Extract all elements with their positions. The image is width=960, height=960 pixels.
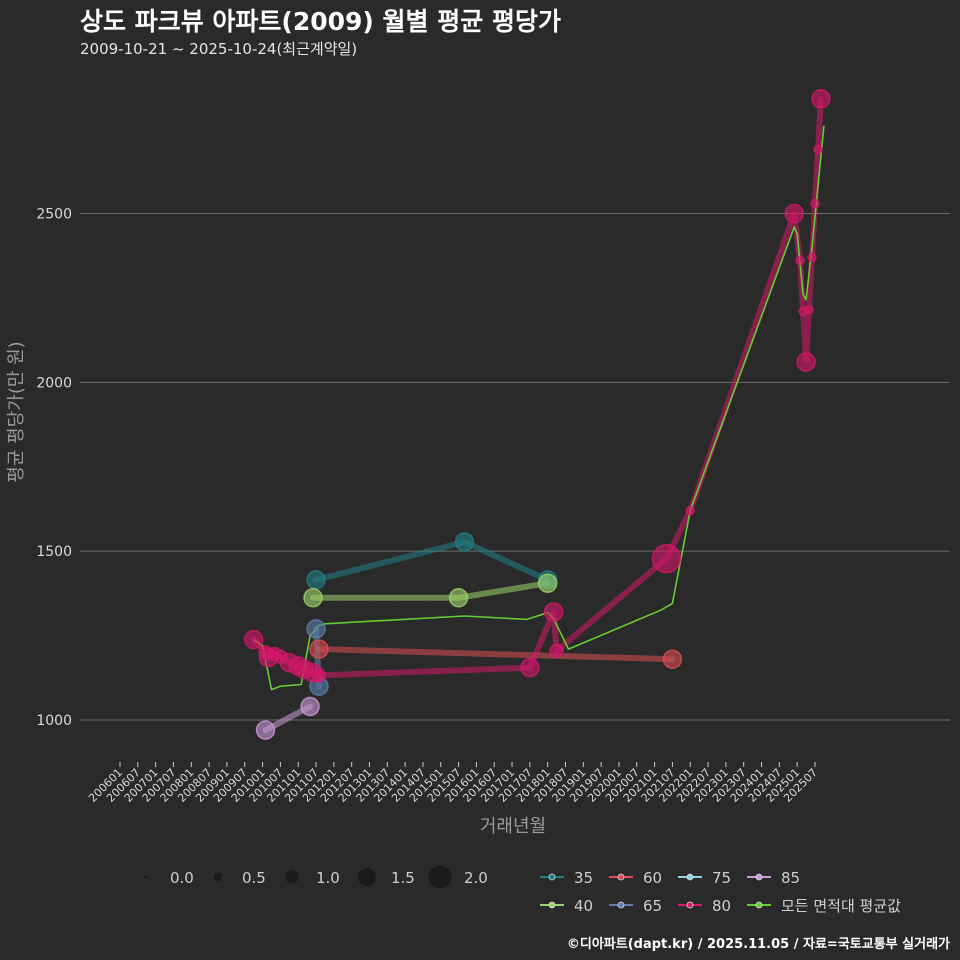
- data-point-80: [813, 144, 823, 155]
- series-line-35: [313, 538, 551, 583]
- color-legend: 35 60 75 85 40 65 80 모든 면적대 평균값: [540, 869, 901, 915]
- data-point-80: [807, 252, 817, 263]
- data-point-40: [303, 588, 323, 608]
- size-legend-dot: [428, 865, 452, 889]
- y-tick-label: 2000: [36, 375, 72, 391]
- size-legend-label: 1.5: [391, 869, 415, 887]
- x-axis-ticks: 2006012006072007012007072008012008072009…: [86, 762, 820, 805]
- y-axis-ticks: 1000 1500 2000 2500: [36, 207, 72, 730]
- data-point-80: [784, 203, 804, 224]
- data-points: [243, 88, 831, 740]
- size-legend-dot: [358, 868, 376, 886]
- data-point-80: [811, 88, 831, 109]
- source-footer: ©디아파트(dapt.kr) / 2025.11.05 / 자료=국토교통부 실…: [566, 937, 950, 952]
- data-point-80: [804, 304, 814, 315]
- series-line-40: [310, 580, 551, 601]
- data-point-60: [662, 649, 683, 669]
- legend-key-dot-모든 면적대 평균값: [755, 901, 763, 909]
- size-legend-label: 0.0: [170, 869, 194, 887]
- series-line-60: [316, 646, 676, 663]
- data-point-40: [537, 573, 558, 593]
- data-point-65: [306, 619, 326, 639]
- chart-subtitle: 2009-10-21 ~ 2025-10-24(최근계약일): [80, 40, 358, 58]
- size-legend-label: 0.5: [242, 869, 266, 887]
- legend-key-dot-80: [686, 901, 694, 909]
- legend-label-60: 60: [643, 869, 662, 887]
- y-tick-label: 1500: [36, 544, 72, 560]
- data-point-35: [306, 570, 326, 590]
- legend-label-40: 40: [574, 897, 593, 915]
- legend-label-85: 85: [781, 869, 800, 887]
- chart-title: 상도 파크뷰 아파트(2009) 월별 평균 평당가: [80, 7, 561, 36]
- legend-key-dot-75: [686, 873, 694, 881]
- y-tick-label: 2500: [36, 207, 72, 223]
- data-point-80: [543, 602, 564, 622]
- data-point-80: [651, 543, 682, 574]
- legend-label-80: 80: [712, 897, 731, 915]
- legend-key-dot-60: [617, 873, 625, 881]
- size-legend: 0.0 0.5 1.0 1.5 2.0: [144, 865, 488, 889]
- size-legend-label: 2.0: [464, 869, 488, 887]
- data-point-85: [300, 696, 320, 717]
- data-point-35: [454, 532, 475, 552]
- average-line: [253, 125, 825, 691]
- legend-key-dot-85: [755, 873, 763, 881]
- legend-label-65: 65: [643, 897, 662, 915]
- data-point-80: [549, 643, 564, 659]
- legend-key-dot-35: [548, 873, 556, 881]
- size-legend-dot: [214, 873, 222, 881]
- data-point-60: [309, 639, 329, 659]
- data-point-80: [795, 256, 805, 266]
- series-lines: [250, 95, 824, 734]
- legend-key-dot-65: [617, 901, 625, 909]
- legend-label-모든 면적대 평균값: 모든 면적대 평균값: [781, 897, 901, 915]
- y-axis-title: 평균 평당가(만 원): [6, 341, 27, 482]
- legend-label-35: 35: [574, 869, 593, 887]
- legend-label-75: 75: [712, 869, 731, 887]
- data-point-40: [448, 588, 469, 608]
- data-point-80: [796, 352, 816, 372]
- data-point-85: [255, 720, 276, 740]
- grid-lines: [80, 213, 950, 721]
- size-legend-label: 1.0: [316, 869, 340, 887]
- data-point-80: [810, 198, 820, 209]
- data-point-80: [243, 629, 264, 650]
- y-tick-label: 1000: [36, 713, 72, 729]
- data-point-80: [520, 657, 540, 678]
- size-legend-dot: [285, 870, 299, 884]
- data-point-80: [311, 668, 327, 683]
- x-axis-title: 거래년월: [480, 816, 546, 837]
- average-line-group: [253, 125, 825, 691]
- size-legend-dot: [144, 875, 148, 879]
- data-point-80: [685, 505, 695, 516]
- legend-key-dot-40: [548, 901, 556, 909]
